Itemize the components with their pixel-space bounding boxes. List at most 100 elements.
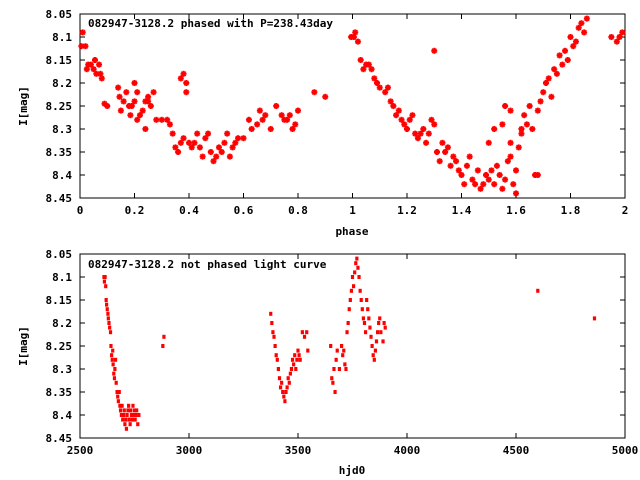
data-point: [128, 422, 132, 427]
data-point: [278, 112, 285, 119]
data-point: [363, 330, 368, 335]
data-point: [169, 130, 176, 137]
data-point: [113, 367, 117, 371]
y-axis-label-top: I[mag]: [17, 86, 30, 126]
data-point: [461, 181, 468, 188]
data-point: [106, 311, 110, 316]
data-point: [488, 167, 495, 174]
data-point: [285, 385, 289, 390]
data-point: [256, 107, 263, 114]
data-point: [335, 348, 339, 353]
y-axis-label-bottom: I[mag]: [17, 326, 30, 366]
data-point: [98, 75, 105, 82]
y-tick-label: 8.2: [52, 77, 72, 90]
data-point: [442, 149, 449, 155]
data-point: [286, 376, 290, 381]
data-point: [124, 426, 129, 431]
data-point: [122, 413, 126, 417]
points-phased: [78, 15, 626, 197]
data-point: [104, 284, 108, 289]
points-unphased: [102, 256, 597, 431]
data-point: [480, 181, 487, 188]
data-point: [365, 298, 369, 302]
data-point: [305, 330, 309, 335]
y-tick-label: 8.05: [46, 248, 73, 261]
data-point: [523, 121, 530, 128]
data-point: [110, 357, 114, 362]
data-point: [139, 107, 146, 114]
data-point: [477, 185, 484, 192]
data-point: [90, 66, 97, 73]
data-point: [290, 357, 295, 362]
data-point: [381, 339, 385, 344]
data-point: [136, 112, 143, 119]
data-point: [502, 176, 509, 183]
x-tick-label: 0: [77, 204, 84, 217]
data-point: [232, 139, 239, 146]
data-point: [401, 121, 408, 128]
y-tick-label: 8.25: [46, 340, 73, 353]
data-point: [485, 139, 492, 146]
data-point: [224, 130, 231, 137]
data-point: [398, 116, 405, 123]
y-tick-label: 8.15: [46, 294, 73, 307]
data-point: [109, 344, 113, 348]
data-point: [583, 15, 590, 22]
data-point: [355, 256, 359, 261]
data-point: [428, 116, 435, 123]
data-point: [284, 390, 288, 394]
data-point: [406, 116, 413, 123]
x-tick-label: 5000: [612, 444, 639, 457]
data-point: [103, 275, 107, 279]
data-point: [104, 103, 111, 109]
data-point: [608, 34, 615, 40]
data-point: [548, 93, 555, 100]
data-point: [348, 298, 352, 302]
data-point: [534, 107, 541, 114]
data-point: [271, 330, 275, 335]
data-point: [463, 162, 470, 169]
data-point: [502, 103, 509, 109]
data-point: [485, 176, 492, 183]
data-point: [147, 103, 154, 109]
data-point: [526, 103, 533, 109]
data-point: [124, 417, 128, 422]
data-point: [240, 135, 247, 142]
data-point: [311, 89, 318, 96]
x-tick-label: 0.6: [234, 204, 254, 217]
x-tick-label: 1.2: [397, 204, 417, 217]
data-point: [132, 413, 136, 417]
data-point: [229, 144, 236, 151]
data-point: [458, 172, 465, 178]
data-point: [87, 61, 94, 68]
data-point: [127, 417, 131, 422]
y-tick-label: 8.2: [52, 317, 72, 330]
data-point: [180, 135, 187, 142]
data-point: [111, 348, 115, 353]
data-point: [221, 139, 228, 146]
data-point: [297, 353, 301, 358]
data-point: [254, 121, 261, 128]
data-point: [499, 121, 506, 128]
data-point: [378, 316, 382, 321]
data-point: [345, 330, 349, 335]
data-point: [352, 29, 359, 36]
data-point: [196, 144, 203, 151]
data-point: [331, 380, 335, 385]
data-point: [180, 70, 187, 77]
data-point: [183, 89, 190, 96]
data-point: [417, 130, 424, 137]
data-point: [115, 390, 119, 394]
data-point: [360, 307, 364, 312]
data-point: [393, 112, 400, 119]
data-point: [542, 80, 549, 86]
data-point: [131, 403, 135, 408]
data-point: [420, 126, 427, 132]
data-point: [172, 144, 179, 151]
data-point: [128, 103, 135, 109]
data-point: [342, 348, 346, 353]
data-point: [536, 288, 540, 293]
data-point: [205, 130, 212, 137]
data-point: [507, 139, 514, 146]
data-point: [493, 162, 500, 169]
